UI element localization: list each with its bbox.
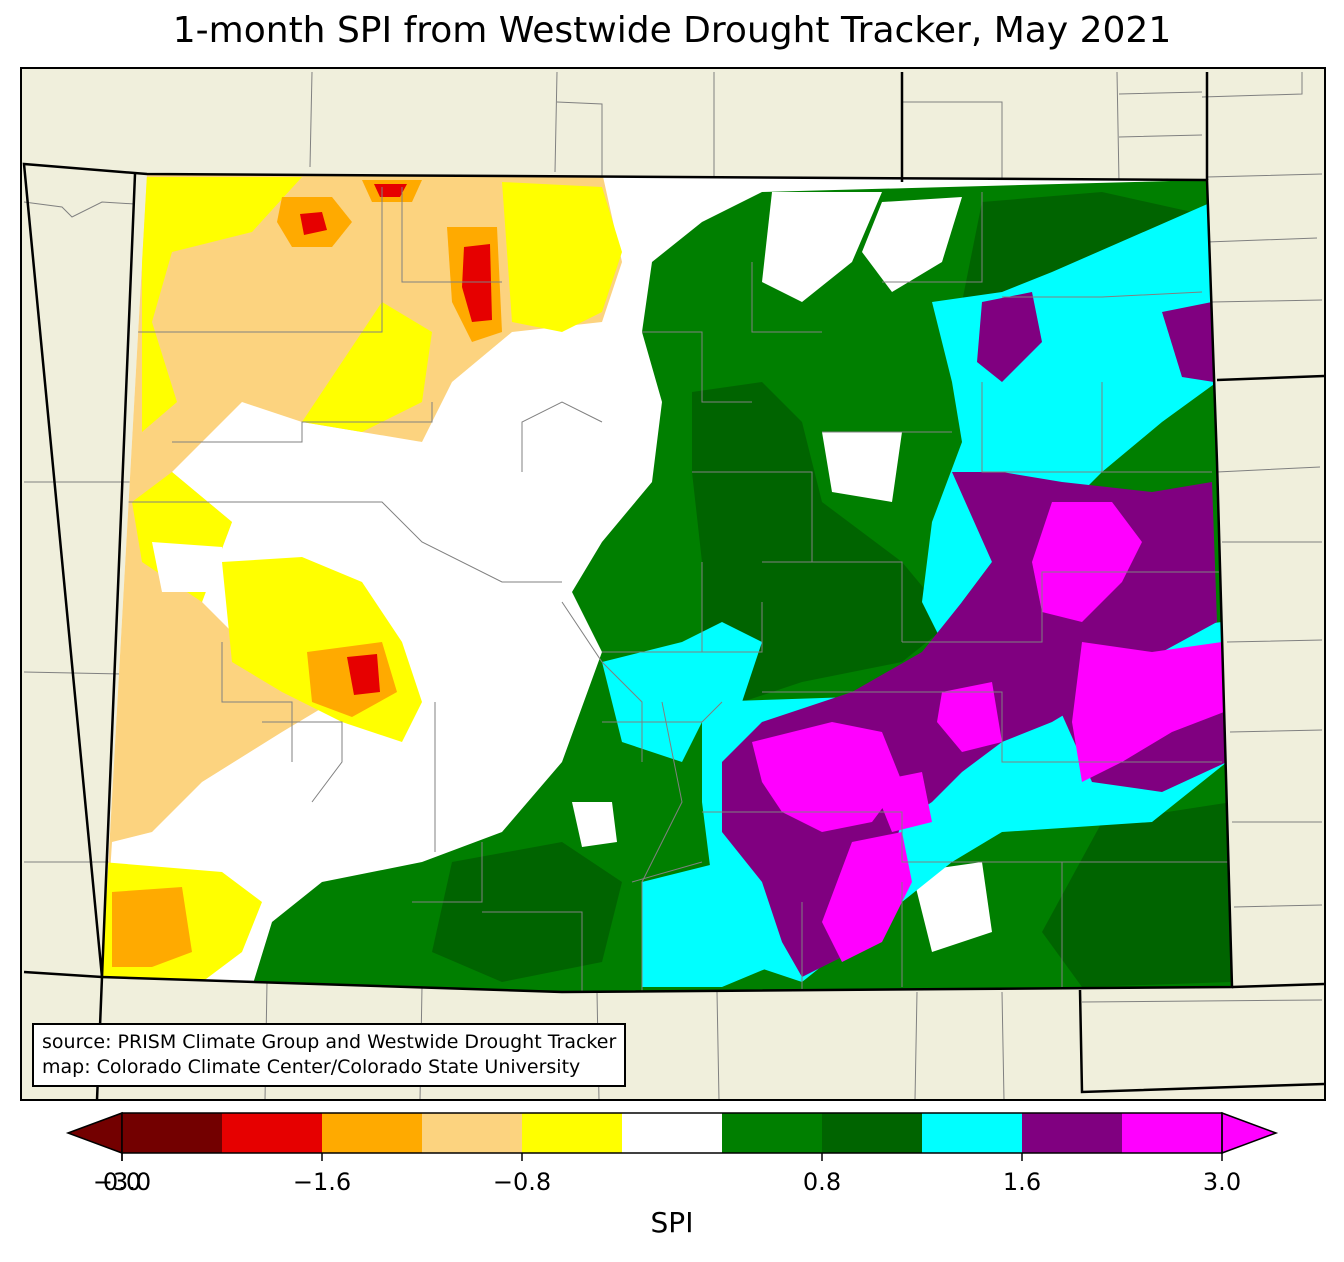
colorbar-bin	[222, 1113, 323, 1153]
colorbar-outline	[121, 1112, 1223, 1154]
colorbar-bin	[822, 1113, 923, 1153]
colorbar-bin	[522, 1113, 623, 1153]
map-panel	[20, 67, 1326, 1101]
colorbar-tick-label: −3.0	[92, 1168, 152, 1196]
colorbar-extend-low	[65, 1111, 123, 1155]
colorbar-extend-high	[1221, 1111, 1279, 1155]
map-title: 1-month SPI from Westwide Drought Tracke…	[172, 10, 1172, 51]
colorbar-tick-label: 1.6	[1002, 1168, 1042, 1196]
colorbar-bin	[322, 1113, 423, 1153]
spi-field	[102, 174, 1232, 992]
colorbar-tick-label: −1.6	[292, 1168, 352, 1196]
colorbar-bin	[922, 1113, 1023, 1153]
colorbar-bin	[722, 1113, 823, 1153]
colorbar-bin	[1122, 1113, 1223, 1153]
colorbar-tick-label: −0.8	[492, 1168, 552, 1196]
spi-colorbar	[65, 1111, 1279, 1161]
colorbar-label: SPI	[650, 1206, 694, 1239]
colorbar-bin	[422, 1113, 523, 1153]
colorado-county-lines	[127, 187, 1232, 992]
source-attribution: source: PRISM Climate Group and Westwide…	[32, 1023, 627, 1087]
colorbar-tick-label: 3.0	[1202, 1168, 1242, 1196]
colorbar-tick-label: 0.8	[802, 1168, 842, 1196]
map-credit-line: map: Colorado Climate Center/Colorado St…	[42, 1056, 581, 1078]
colorbar-bin	[122, 1113, 223, 1153]
colorbar-bin	[1022, 1113, 1123, 1153]
colorbar-bin	[622, 1113, 723, 1153]
spi-map	[22, 71, 1324, 1099]
colorbar-tick-label: 0.0	[102, 1168, 142, 1196]
source-line: source: PRISM Climate Group and Westwide…	[42, 1031, 617, 1053]
